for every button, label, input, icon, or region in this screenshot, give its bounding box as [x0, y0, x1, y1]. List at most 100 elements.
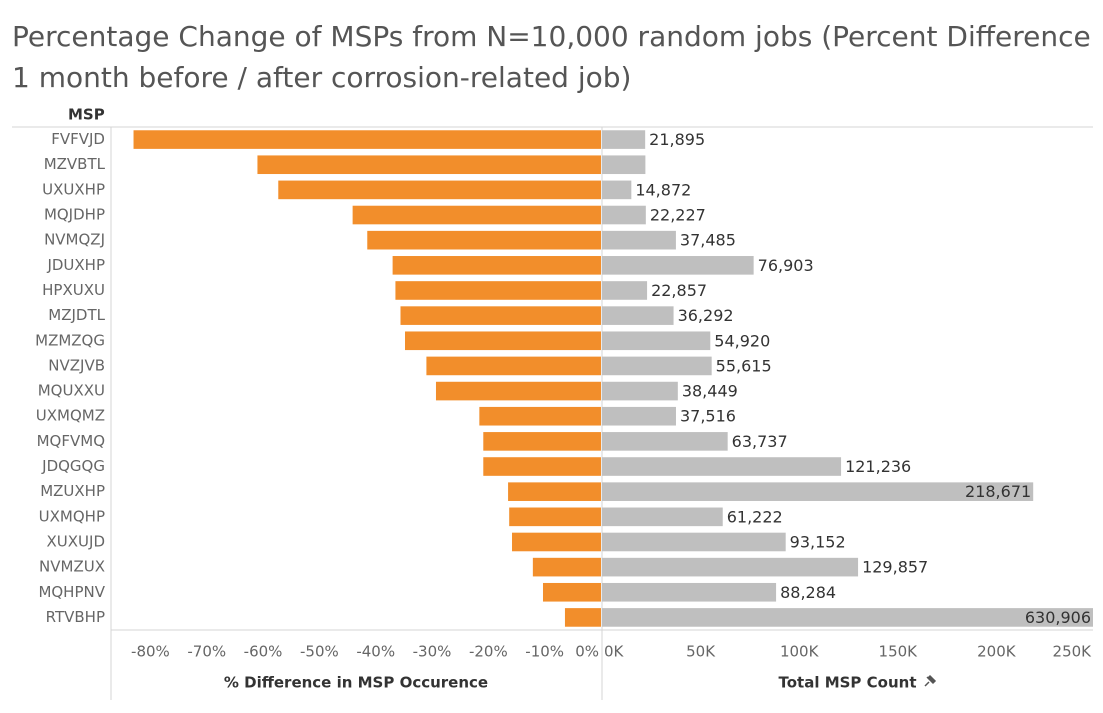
value-label: 218,671	[965, 482, 1031, 501]
category-label: MZUXHP	[40, 482, 105, 500]
bar	[395, 281, 601, 300]
bar	[426, 356, 601, 376]
value-label: 121,236	[845, 457, 911, 476]
bar	[367, 230, 601, 250]
pin-icon	[924, 674, 937, 687]
x-tick-label: 0K	[604, 643, 625, 661]
bar	[509, 507, 601, 527]
category-label: RTVBHP	[46, 608, 105, 626]
x-tick-label: 0%	[575, 643, 599, 661]
bar	[435, 381, 601, 401]
category-label: UXMQMZ	[36, 407, 105, 425]
bar	[602, 205, 646, 225]
bar	[405, 331, 601, 351]
value-label: 22,857	[651, 281, 707, 300]
category-label: JDQGQG	[41, 457, 105, 475]
category-label: MZJDTL	[48, 306, 105, 324]
value-label: 55,615	[716, 356, 772, 375]
bar	[352, 205, 601, 225]
bar	[602, 457, 842, 476]
value-label: 37,485	[680, 231, 736, 250]
category-label: FVFVJD	[51, 130, 105, 148]
bar	[512, 532, 601, 552]
category-label: XUXUJD	[47, 532, 105, 550]
category-label: NVZJVB	[48, 356, 105, 374]
category-label: HPXUXU	[42, 281, 105, 299]
axis-title: % Difference in MSP Occurence	[224, 674, 488, 692]
x-tick-label: 200K	[977, 643, 1017, 661]
x-tick-label: -20%	[469, 643, 508, 661]
chart-title: 1 month before / after corrosion-related…	[12, 61, 631, 94]
value-label: 37,516	[680, 407, 736, 426]
x-tick-label: 250K	[1053, 643, 1093, 661]
bar	[257, 155, 601, 175]
bar	[602, 130, 646, 149]
bar	[602, 306, 674, 325]
bar	[508, 482, 601, 501]
value-label: 630,906	[1025, 608, 1091, 627]
value-label: 88,284	[780, 583, 836, 602]
category-label: UXUXHP	[42, 180, 105, 198]
bar	[479, 406, 601, 426]
bar	[602, 155, 646, 175]
bar	[602, 608, 1093, 627]
bar	[133, 130, 601, 149]
value-label: 61,222	[727, 507, 783, 526]
value-label: 36,292	[678, 306, 734, 325]
x-tick-label: 100K	[780, 643, 820, 661]
bar	[602, 256, 754, 275]
bar	[602, 180, 632, 200]
x-tick-label: -50%	[300, 643, 339, 661]
value-label: 63,737	[732, 432, 788, 451]
axis-title: Total MSP Count	[779, 674, 917, 692]
x-tick-label: -60%	[244, 643, 283, 661]
x-tick-label: 50K	[686, 643, 716, 661]
bar	[602, 281, 648, 300]
count-panel	[602, 130, 1093, 627]
category-label: MZMZQG	[35, 331, 105, 349]
bar	[532, 557, 601, 577]
value-label: 22,227	[650, 206, 706, 225]
bar	[278, 180, 601, 200]
bar	[564, 608, 601, 627]
value-label: 21,895	[649, 130, 705, 149]
value-label: 38,449	[682, 382, 738, 401]
bar	[602, 406, 676, 426]
category-label: MZVBTL	[44, 155, 106, 173]
value-label: 76,903	[758, 256, 814, 275]
x-tick-label: -40%	[356, 643, 395, 661]
bar	[602, 230, 676, 250]
bar	[542, 582, 601, 602]
value-label: 93,152	[790, 532, 846, 551]
chart-title: Percentage Change of MSPs from N=10,000 …	[12, 20, 1091, 53]
bar	[602, 532, 786, 552]
x-tick-label: 150K	[879, 643, 919, 661]
category-label: UXMQHP	[39, 507, 105, 525]
x-tick-label: -70%	[187, 643, 226, 661]
bar	[602, 582, 777, 602]
bar	[602, 507, 723, 527]
x-tick-label: -30%	[413, 643, 452, 661]
value-label: 14,872	[635, 180, 691, 199]
value-label: 129,857	[862, 558, 928, 577]
category-label: MQFVMQ	[37, 432, 105, 450]
bar	[602, 331, 711, 351]
category-header: MSP	[68, 106, 105, 124]
value-label: 54,920	[714, 331, 770, 350]
x-tick-label: -10%	[525, 643, 564, 661]
bar	[400, 306, 601, 325]
category-label: NVMZUX	[39, 558, 105, 576]
category-label: MQHPNV	[38, 583, 105, 601]
category-label: NVMQZJ	[44, 231, 105, 249]
bar	[483, 457, 601, 476]
bar	[483, 432, 601, 451]
bar	[602, 482, 1034, 501]
bar	[602, 381, 678, 401]
bar	[602, 356, 712, 376]
bar	[392, 256, 601, 275]
category-label: JDUXHP	[46, 256, 105, 274]
category-label: MQJDHP	[44, 206, 105, 224]
bar	[602, 432, 728, 451]
x-tick-label: -80%	[131, 643, 170, 661]
